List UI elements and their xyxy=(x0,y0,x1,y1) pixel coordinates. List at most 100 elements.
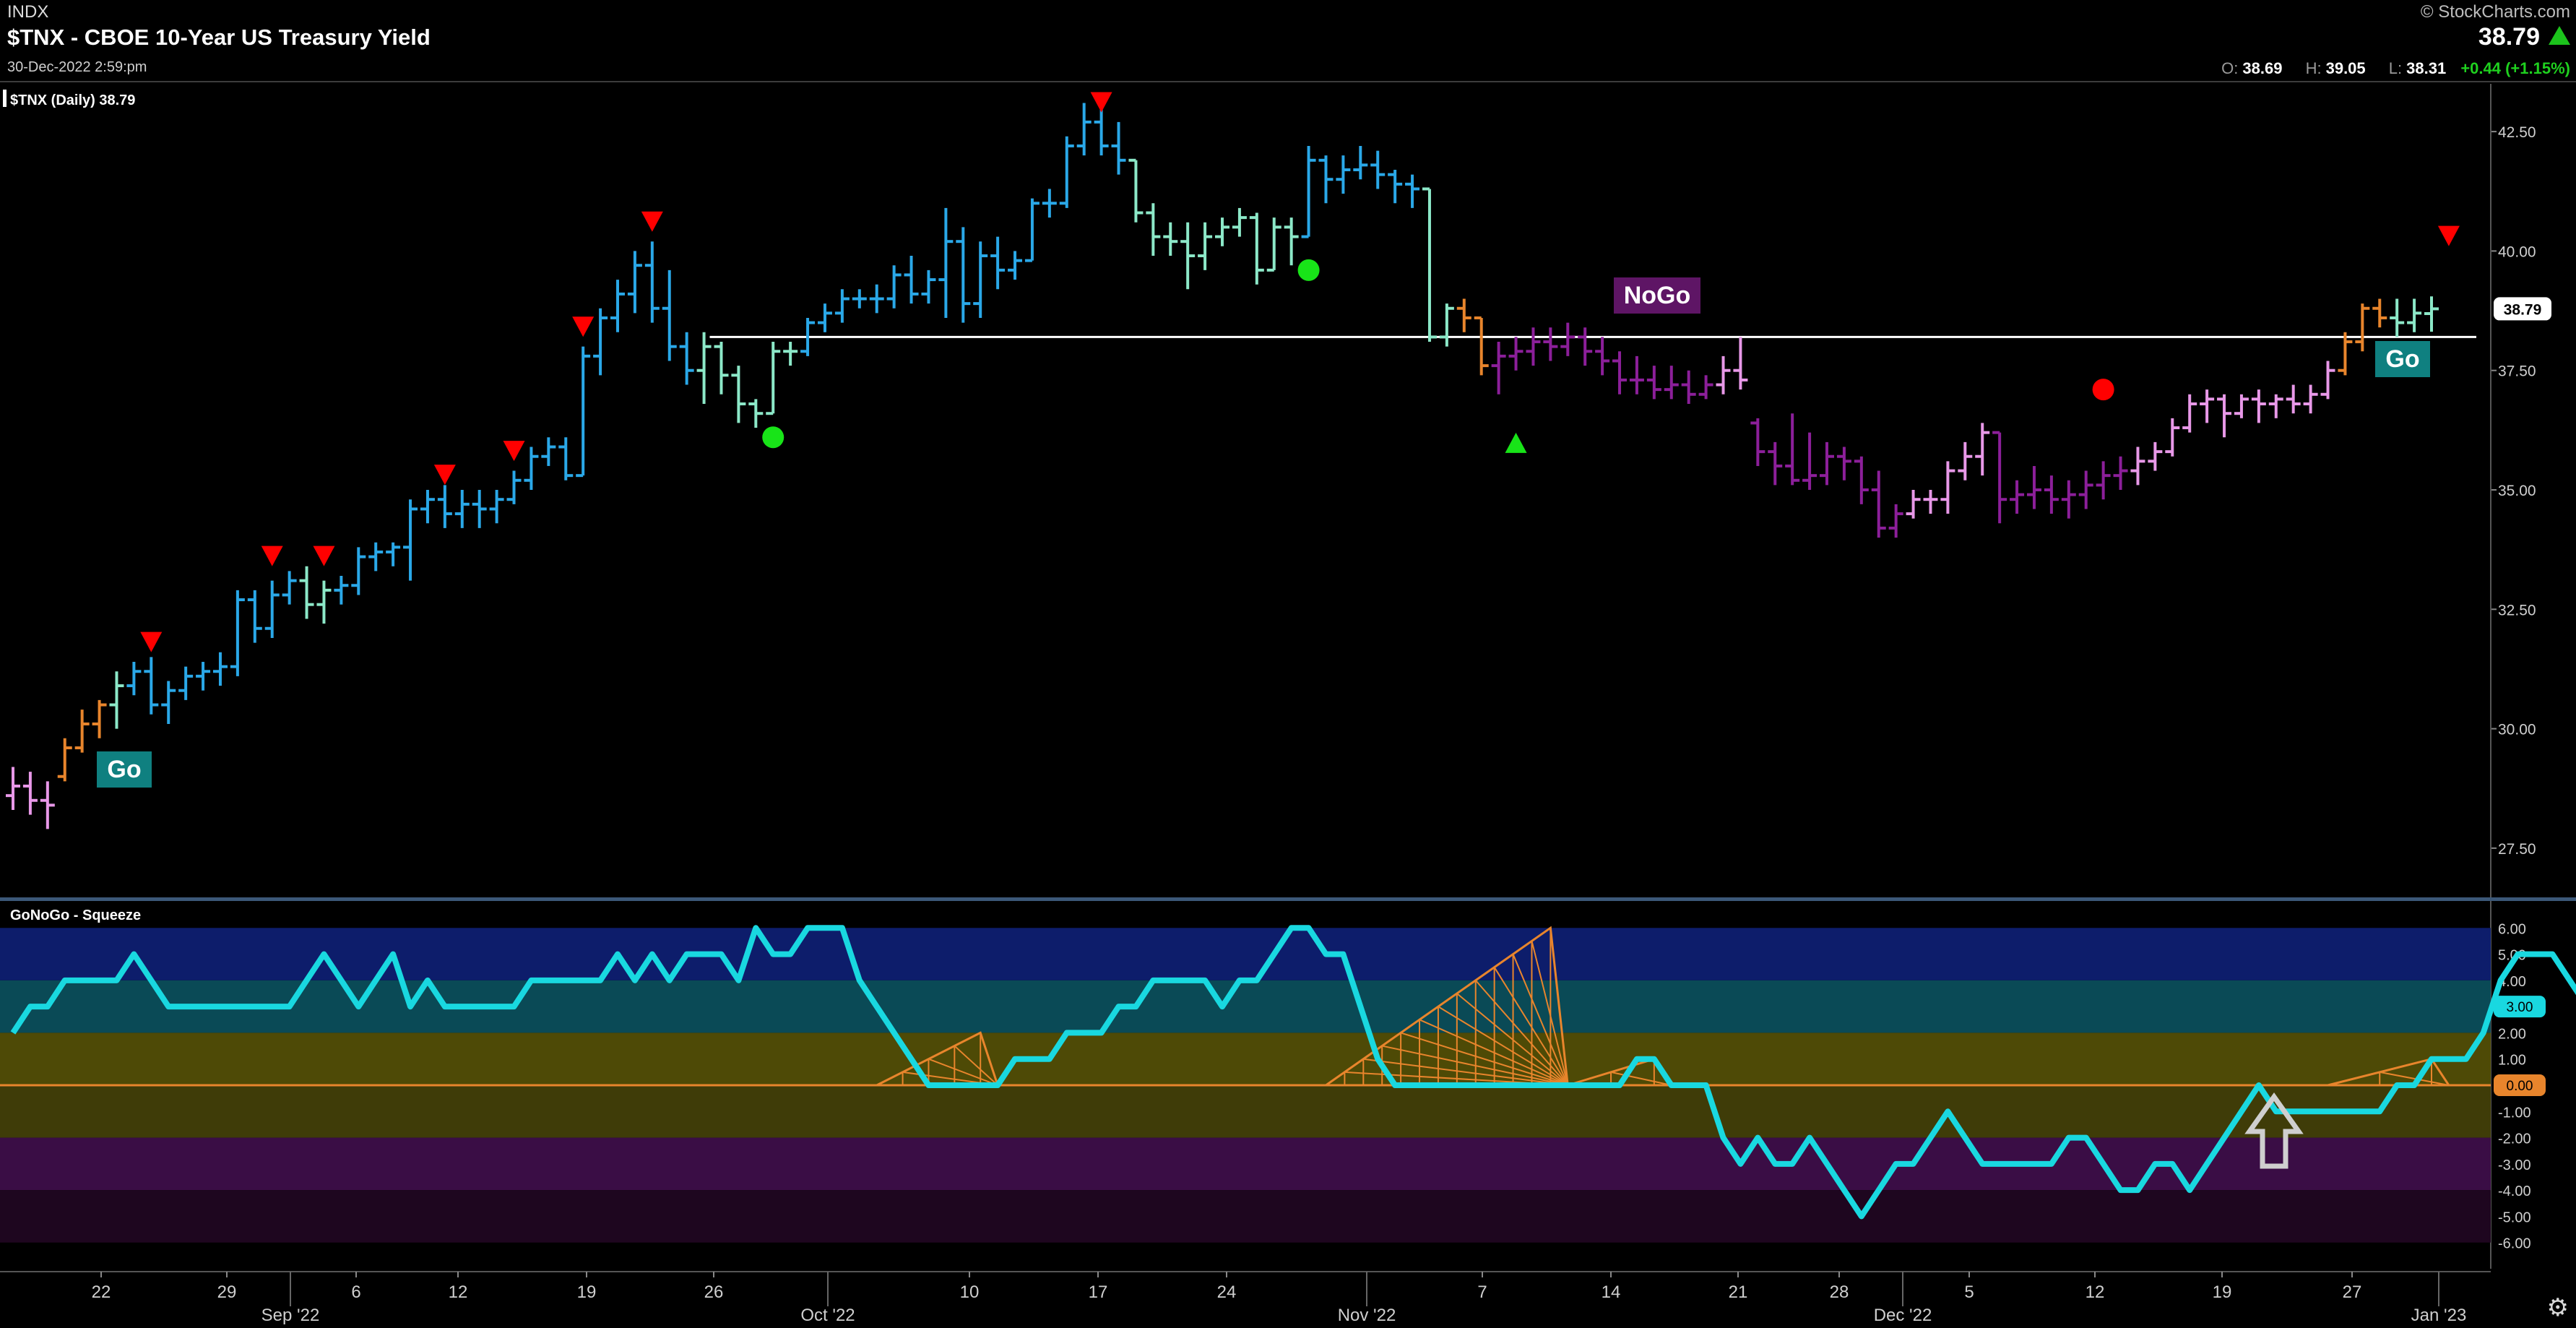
red-down-triangle xyxy=(313,546,335,566)
price-bar xyxy=(644,241,660,323)
oscillator-band xyxy=(0,1085,2491,1138)
zero-value-tag-text: 0.00 xyxy=(2507,1079,2533,1094)
exchange-label: INDX xyxy=(7,2,49,22)
price-bar xyxy=(386,542,401,566)
brand-label[interactable]: © StockCharts.com xyxy=(2420,2,2570,22)
price-bar xyxy=(2286,384,2301,414)
x-month-tick-label: Dec '22 xyxy=(1874,1306,1932,1325)
x-month-tick-label: Nov '22 xyxy=(1338,1306,1396,1325)
price-bar xyxy=(351,547,366,595)
price-bar xyxy=(1629,355,1644,394)
price-bar xyxy=(1128,158,1144,223)
price-bar xyxy=(264,580,280,638)
squeeze-diag xyxy=(928,1058,998,1086)
oscillator-band xyxy=(0,1032,2491,1085)
signal-label-box xyxy=(2375,341,2430,377)
signal-label-text: NoGo xyxy=(1624,282,1691,309)
squeeze-diag xyxy=(954,1045,998,1086)
price-bar xyxy=(368,542,384,572)
price-bar xyxy=(1249,212,1264,285)
price-bar xyxy=(1008,251,1023,280)
price-bar xyxy=(403,499,418,581)
price-bar xyxy=(109,671,124,729)
price-bar xyxy=(1836,447,1851,480)
x-day-tick-label: 17 xyxy=(1089,1282,1108,1302)
price-legend: $TNX (Daily) 38.79 xyxy=(10,92,135,108)
signal-label-text: Go xyxy=(2385,345,2419,373)
x-day-tick-label: 10 xyxy=(960,1282,980,1302)
price-bar xyxy=(1716,355,1731,394)
price-bar xyxy=(1508,337,1523,371)
price-tick-label: 30.00 xyxy=(2498,722,2536,738)
price-bar xyxy=(144,657,159,715)
high-key: H: xyxy=(2305,59,2322,77)
price-bar xyxy=(1785,413,1800,486)
price-bar xyxy=(714,342,729,394)
price-bar xyxy=(696,332,712,404)
oscillator-value-tag xyxy=(2494,996,2546,1018)
price-bar xyxy=(2407,298,2422,332)
price-bar xyxy=(230,590,245,676)
price-bar xyxy=(541,437,556,466)
price-bar xyxy=(1906,490,1921,519)
price-bar xyxy=(800,317,816,356)
price-bar xyxy=(1871,470,1886,538)
red-down-triangle xyxy=(433,465,456,486)
price-bar xyxy=(1215,217,1229,246)
price-bar xyxy=(2303,384,2318,414)
red-down-triangle xyxy=(1090,92,1112,113)
price-bar xyxy=(1888,504,1903,538)
price-bar xyxy=(627,251,642,314)
price-bar xyxy=(2078,470,2093,509)
price-bar xyxy=(731,366,746,423)
price-bar xyxy=(57,738,72,782)
price-bar xyxy=(973,241,988,318)
gear-icon[interactable]: ⚙ xyxy=(2546,1294,2569,1321)
x-day-tick-label: 27 xyxy=(2343,1282,2362,1302)
x-day-tick-label: 26 xyxy=(704,1282,724,1302)
price-bar xyxy=(1646,366,1661,400)
price-bar xyxy=(299,566,314,619)
price-bar xyxy=(2026,465,2041,509)
oscillator-legend: GoNoGo - Squeeze xyxy=(10,907,141,923)
squeeze-diag xyxy=(1400,1032,1568,1086)
price-bar xyxy=(454,490,470,528)
price-bar xyxy=(1163,222,1178,256)
price-tick-label: 32.50 xyxy=(2498,602,2536,618)
green-dot xyxy=(1297,259,1320,281)
price-bar xyxy=(1076,103,1092,156)
x-day-tick-label: 12 xyxy=(449,1282,468,1302)
price-bar xyxy=(472,490,487,528)
price-bar xyxy=(1543,327,1558,361)
squeeze-outline xyxy=(1325,926,1569,1087)
last-price-tag-text: 38.79 xyxy=(2504,301,2542,318)
x-day-tick-label: 14 xyxy=(1602,1282,1621,1302)
red-down-triangle xyxy=(641,211,663,232)
signal-label-box xyxy=(97,751,152,788)
zero-value-tag xyxy=(2494,1074,2546,1096)
price-bar xyxy=(74,710,90,753)
price-bar xyxy=(437,485,452,528)
red-down-triangle xyxy=(140,631,163,652)
price-bar xyxy=(904,256,919,304)
price-bar xyxy=(178,666,194,700)
oscillator-value-tag-text: 3.00 xyxy=(2507,1000,2533,1015)
price-bar xyxy=(1992,431,2007,524)
price-bar xyxy=(2165,418,2180,457)
price-bar xyxy=(1198,222,1213,270)
price-bar xyxy=(1578,327,1593,366)
price-bar xyxy=(1388,170,1403,204)
oscillator-tick-label: -3.00 xyxy=(2498,1157,2531,1173)
price-bar xyxy=(1664,366,1679,400)
price-bar xyxy=(593,308,608,376)
squeeze-diag xyxy=(1474,980,1569,1086)
price-bar xyxy=(1456,298,1471,332)
price-up-icon xyxy=(2549,26,2570,45)
price-bar xyxy=(2234,394,2249,418)
price-bar xyxy=(1750,418,1765,466)
squeeze-diag xyxy=(2380,1071,2450,1086)
price-tick-label: 42.50 xyxy=(2498,124,2536,141)
x-day-tick-label: 22 xyxy=(92,1282,111,1302)
open-value: 38.69 xyxy=(2242,59,2283,77)
